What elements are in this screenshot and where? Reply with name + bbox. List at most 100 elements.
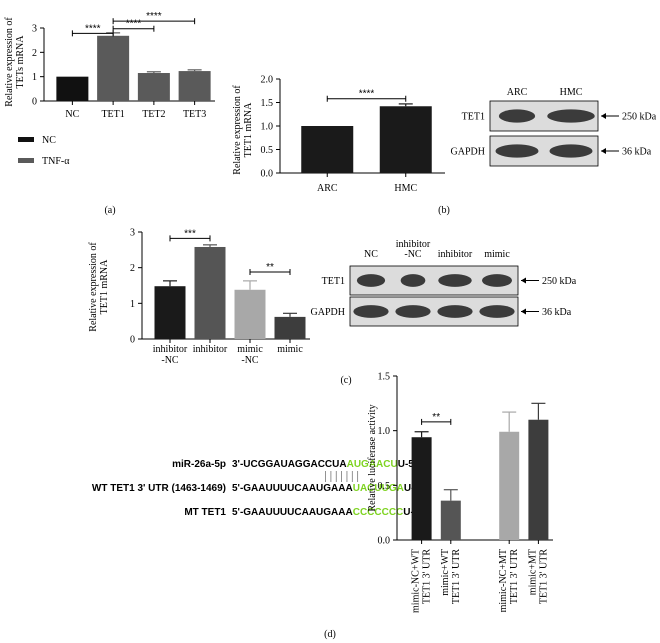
sequence-suffix: U-5' (398, 459, 417, 470)
blot-band (438, 274, 472, 287)
sequence-seed: AUGAACU (347, 459, 398, 470)
panel-labels: (a) (b) (c) (d) (104, 205, 449, 640)
blot-band (395, 305, 431, 318)
lane-label: mimic (484, 249, 510, 260)
y-tick-label: 3 (32, 24, 37, 35)
lane-label: inhibitor -NC (396, 239, 431, 260)
blot-band (495, 144, 539, 158)
bar-0 (301, 126, 354, 173)
category-label: mimic-NC+MTTET1 3' UTR (498, 549, 520, 613)
y-axis-label: Relative expression ofTET1 mRNA (88, 242, 110, 332)
arrow-icon (601, 113, 606, 119)
panel-label-d: (d) (324, 629, 336, 640)
lane-label: HMC (560, 87, 583, 98)
y-tick-label: 0 (32, 97, 37, 108)
bar-0 (411, 437, 432, 540)
y-tick-label: 0.0 (261, 169, 274, 180)
sequence-prefix: 5'-GAAUUUUCAAUGAAA (232, 507, 353, 518)
bar-1 (194, 246, 226, 339)
significance-label: *** (184, 228, 196, 239)
y-tick-label: 0.5 (378, 481, 391, 492)
category-label: TET2 (142, 109, 165, 120)
legend-label-nc: NC (42, 135, 56, 146)
significance-label: ** (266, 262, 274, 273)
arrow-icon (521, 308, 526, 315)
bar-0 (56, 76, 89, 101)
blot-band (356, 274, 386, 287)
blot-protein-label: TET1 (462, 112, 485, 123)
category-label: mimic (277, 344, 303, 355)
bar-2 (234, 289, 266, 339)
blot-band (549, 144, 593, 158)
blot-protein-label: GAPDH (451, 147, 485, 158)
category-label: mimic+MTTET1 3' UTR (527, 549, 549, 604)
blot-size-label: 36 kDa (542, 307, 572, 318)
y-tick-label: 1 (32, 72, 37, 83)
y-tick-label: 3 (130, 228, 135, 239)
legend-a: NC TNF-α (18, 135, 70, 167)
bar-2 (137, 73, 170, 101)
y-tick-label: 2.0 (261, 75, 274, 86)
sequence-label: WT TET1 3' UTR (1463-1469) (92, 483, 226, 494)
panel-label-a: (a) (104, 205, 115, 216)
sequence-seed: UACUUGA (353, 483, 404, 494)
y-tick-label: 2 (130, 263, 135, 274)
legend-swatch-tnf (18, 158, 34, 163)
arrow-icon (521, 277, 526, 284)
y-axis-label: Relative expression ofTET1 mRNA (232, 85, 254, 175)
bar-0 (154, 286, 186, 339)
y-tick-label: 2 (32, 48, 37, 59)
sequence-text: 5'-GAAUUUUCAAUGAAAUACUUGAU-3' (232, 483, 422, 494)
y-axis-label: Relative luciferase activity (367, 404, 378, 511)
bar-3 (274, 316, 306, 339)
bar-3 (178, 71, 211, 101)
significance-label: ** (432, 412, 440, 423)
bar-2 (499, 431, 520, 540)
blot-protein-label: TET1 (322, 276, 345, 287)
chart-d: 0.0 0.5 1.0 1.5 ** mimic-NC+WTTET1 3' UTR mimi… (367, 372, 553, 613)
blot-band (353, 305, 389, 318)
blot-band (479, 305, 515, 318)
panel-label-c: (c) (340, 375, 351, 386)
category-label: mimic+WTTET1 3' UTR (440, 549, 462, 604)
sequence-seed: CCCCCCC (353, 507, 404, 518)
lane-label: inhibitor (438, 249, 473, 260)
category-label: ARC (317, 183, 338, 194)
category-label: TET3 (183, 109, 206, 120)
blot-band (400, 274, 426, 287)
y-tick-label: 1.0 (378, 426, 391, 437)
sequence-label: MT TET1 (184, 507, 226, 518)
significance-label: **** (85, 23, 101, 34)
blot-band (482, 274, 512, 287)
category-label: TET1 (101, 109, 124, 120)
category-label: HMC (394, 183, 417, 194)
lane-label: ARC (507, 87, 528, 98)
blot-size-label: 250 kDa (622, 112, 657, 123)
sequence-prefix: 5'-GAAUUUUCAAUGAAA (232, 483, 353, 494)
category-label: inhibitor -NC (153, 344, 188, 366)
bar-1 (379, 106, 432, 173)
y-tick-label: 1.5 (261, 98, 274, 109)
category-label: mimic-NC+WTTET1 3' UTR (411, 549, 433, 613)
blot-size-label: 250 kDa (542, 276, 577, 287)
y-tick-label: 1 (130, 299, 135, 310)
blot-protein-label: GAPDH (311, 307, 345, 318)
y-tick-label: 0.0 (378, 536, 391, 547)
y-axis-label: Relative expression ofTETs mRNA (4, 17, 26, 107)
significance-label: **** (359, 89, 375, 100)
western-blot-b: ARC HMC TET1 250 kDa GAPDH 36 kDa (451, 87, 657, 167)
blot-band (498, 109, 536, 123)
sequence-text: 3'-UCGGAUAGGACCUAAUGAACUU-5' (232, 459, 416, 470)
sequence-label: miR-26a-5p (172, 459, 226, 470)
bar-3 (528, 419, 549, 540)
panel-label-b: (b) (438, 205, 450, 216)
y-tick-label: 0.5 (261, 145, 274, 156)
significance-label: **** (126, 19, 142, 30)
legend-label-tnf: TNF-α (42, 156, 70, 167)
sequence-prefix: 3'-UCGGAUAGGACCUA (232, 459, 347, 470)
category-label: NC (65, 109, 79, 120)
blot-band (437, 305, 473, 318)
bar-1 (440, 500, 461, 540)
